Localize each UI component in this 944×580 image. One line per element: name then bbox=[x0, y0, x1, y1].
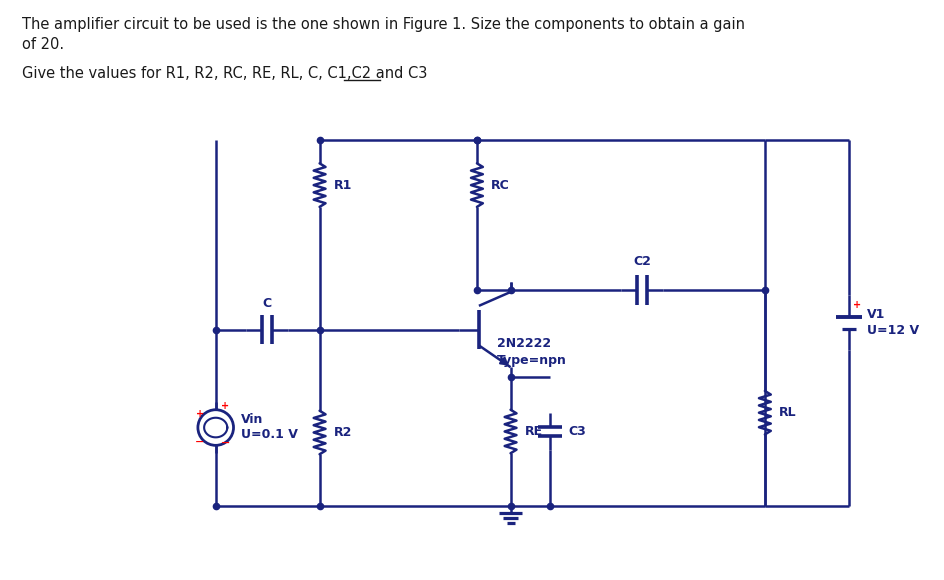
Text: RC: RC bbox=[490, 179, 509, 191]
Text: C3: C3 bbox=[567, 425, 585, 438]
Text: U=0.1 V: U=0.1 V bbox=[241, 428, 298, 441]
Text: Vin: Vin bbox=[241, 413, 263, 426]
Text: Type=npn: Type=npn bbox=[497, 354, 566, 367]
Text: RL: RL bbox=[778, 406, 796, 419]
Text: +: + bbox=[852, 300, 860, 310]
Text: +: + bbox=[220, 401, 228, 411]
Text: Give the values for R1, R2, RC, RE, RL, C, C1,C2 and C3: Give the values for R1, R2, RC, RE, RL, … bbox=[22, 66, 427, 81]
Text: of 20.: of 20. bbox=[22, 37, 64, 52]
Text: RE: RE bbox=[524, 425, 542, 438]
Text: U=12 V: U=12 V bbox=[866, 324, 918, 337]
Text: R2: R2 bbox=[333, 426, 351, 439]
Text: C: C bbox=[262, 297, 272, 310]
Text: 2N2222: 2N2222 bbox=[497, 338, 550, 350]
Text: −: − bbox=[195, 436, 204, 447]
Text: R1: R1 bbox=[333, 179, 351, 191]
Text: −: − bbox=[220, 437, 229, 447]
Text: +: + bbox=[195, 409, 204, 419]
Text: C2: C2 bbox=[632, 255, 650, 268]
Text: V1: V1 bbox=[866, 308, 885, 321]
Text: The amplifier circuit to be used is the one shown in Figure 1. Size the componen: The amplifier circuit to be used is the … bbox=[22, 17, 744, 32]
